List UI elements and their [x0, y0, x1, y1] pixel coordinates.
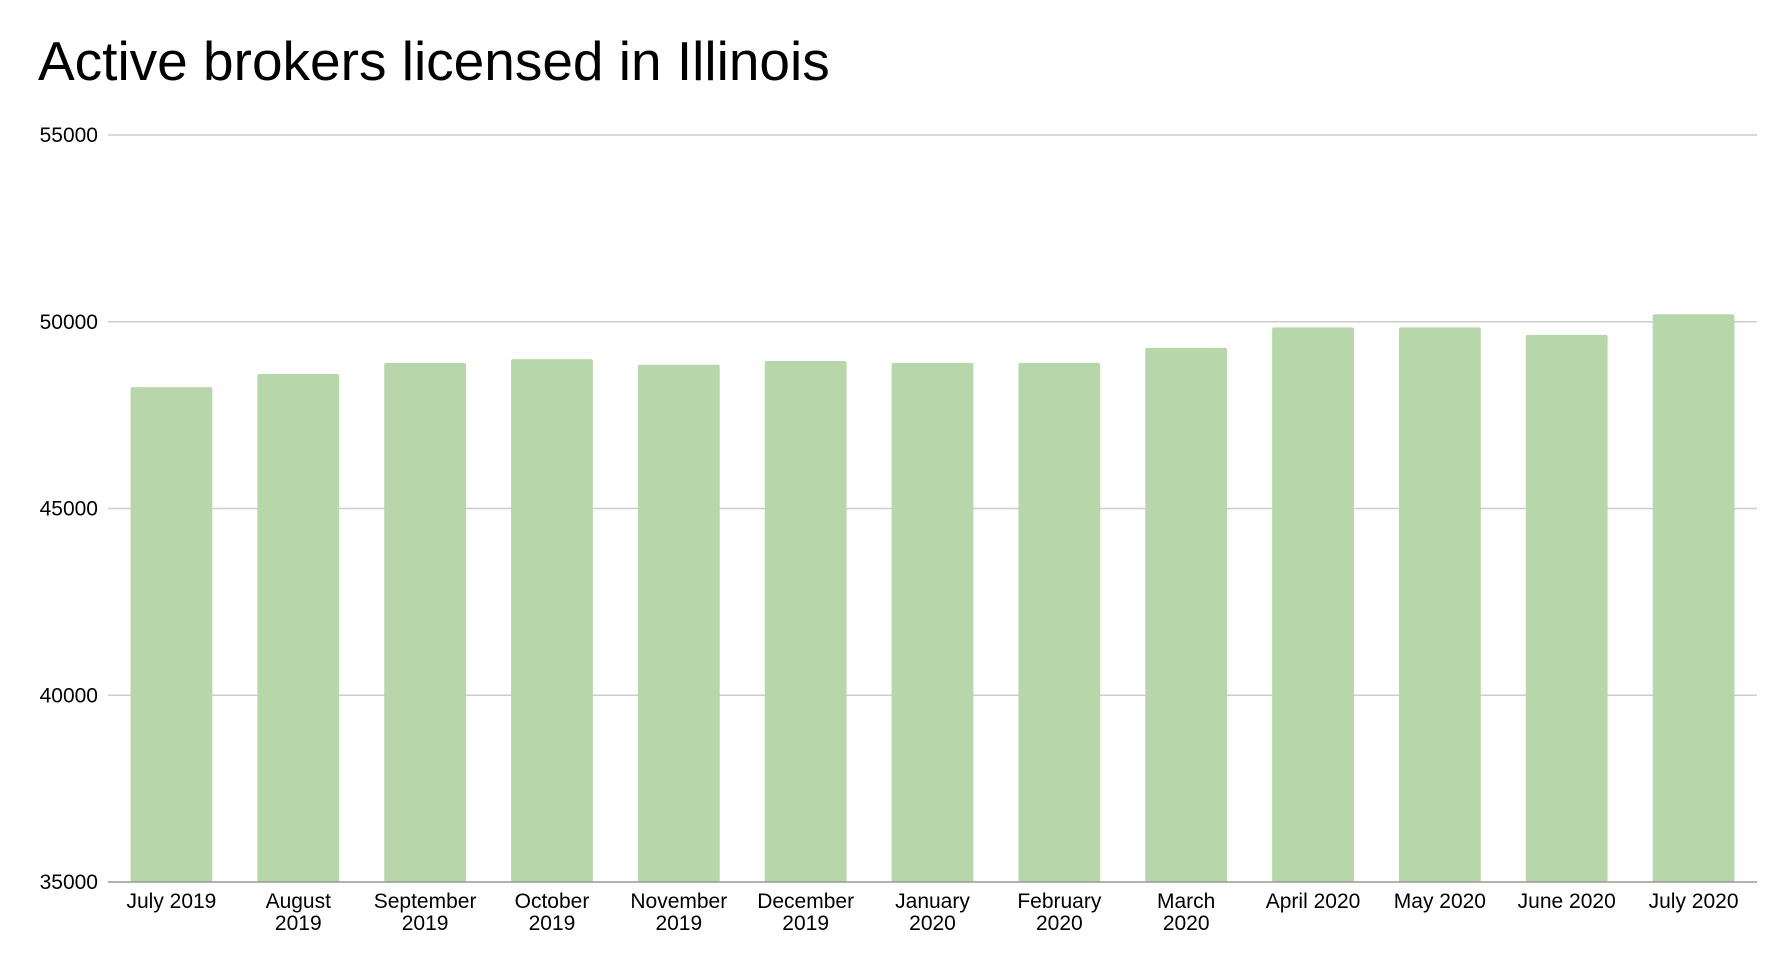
- bar: [511, 359, 593, 883]
- bar: [764, 360, 847, 882]
- bar: [130, 387, 213, 882]
- y-tick-label: 45000: [40, 498, 98, 521]
- x-category-label: March 2020: [1157, 890, 1215, 935]
- bar: [1145, 347, 1228, 882]
- x-category-label: July 2020: [1649, 890, 1739, 913]
- bar: [1398, 327, 1481, 882]
- bar: [891, 362, 974, 883]
- x-category-label: November 2019: [630, 890, 727, 935]
- bars: [130, 314, 1735, 883]
- x-category-label: February 2020: [1017, 890, 1102, 935]
- bar: [1272, 327, 1354, 882]
- x-category-label: April 2020: [1266, 890, 1361, 913]
- x-category-label: May 2020: [1394, 890, 1486, 913]
- x-category-label: January 2020: [895, 890, 970, 935]
- y-tick-label: 35000: [40, 871, 98, 894]
- bar: [1525, 334, 1608, 882]
- bar: [1018, 362, 1101, 883]
- y-axis-tick-labels: 35000 40000 45000 50000 55000: [40, 124, 98, 894]
- bar: [257, 374, 340, 882]
- bar: [637, 364, 720, 882]
- x-category-label: July 2019: [126, 890, 216, 913]
- x-category-label: August 2019: [266, 890, 332, 935]
- bar: [384, 362, 467, 883]
- bar: [1652, 314, 1735, 882]
- x-category-label: June 2020: [1518, 890, 1616, 913]
- x-axis-category-labels: July 2019 August 2019 September 2019 October 2…: [126, 890, 1738, 935]
- y-tick-label: 55000: [40, 124, 98, 147]
- y-tick-label: 50000: [40, 311, 98, 334]
- x-category-label: October 2019: [515, 890, 590, 935]
- x-category-label: September 2019: [374, 890, 477, 935]
- x-category-label: December 2019: [757, 890, 854, 935]
- chart-title: Active brokers licensed in Illinois: [38, 30, 830, 92]
- y-tick-label: 40000: [40, 684, 98, 707]
